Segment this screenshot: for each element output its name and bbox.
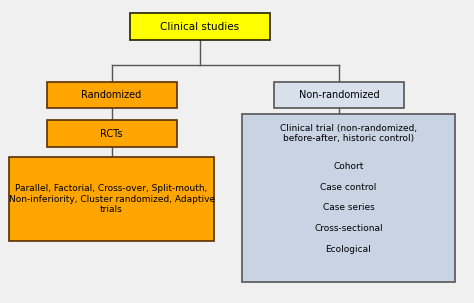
- Text: Ecological: Ecological: [326, 245, 371, 254]
- Text: RCTs: RCTs: [100, 129, 123, 139]
- Text: Clinical trial (non-randomized,
before-after, historic control): Clinical trial (non-randomized, before-a…: [280, 124, 417, 143]
- FancyBboxPatch shape: [9, 158, 214, 241]
- FancyBboxPatch shape: [130, 13, 270, 40]
- FancyBboxPatch shape: [46, 82, 177, 108]
- Text: Case series: Case series: [323, 203, 374, 212]
- FancyBboxPatch shape: [274, 82, 404, 108]
- FancyBboxPatch shape: [242, 115, 456, 282]
- FancyBboxPatch shape: [46, 120, 177, 147]
- Text: Cohort: Cohort: [333, 162, 364, 171]
- Text: Parallel, Factorial, Cross-over, Split-mouth,
Non-inferiority, Cluster randomize: Parallel, Factorial, Cross-over, Split-m…: [9, 184, 215, 214]
- Text: Case control: Case control: [320, 183, 377, 191]
- Text: Randomized: Randomized: [82, 90, 142, 100]
- Text: Non-randomized: Non-randomized: [299, 90, 380, 100]
- Text: Clinical studies: Clinical studies: [160, 22, 239, 32]
- Text: Cross-sectional: Cross-sectional: [314, 224, 383, 233]
